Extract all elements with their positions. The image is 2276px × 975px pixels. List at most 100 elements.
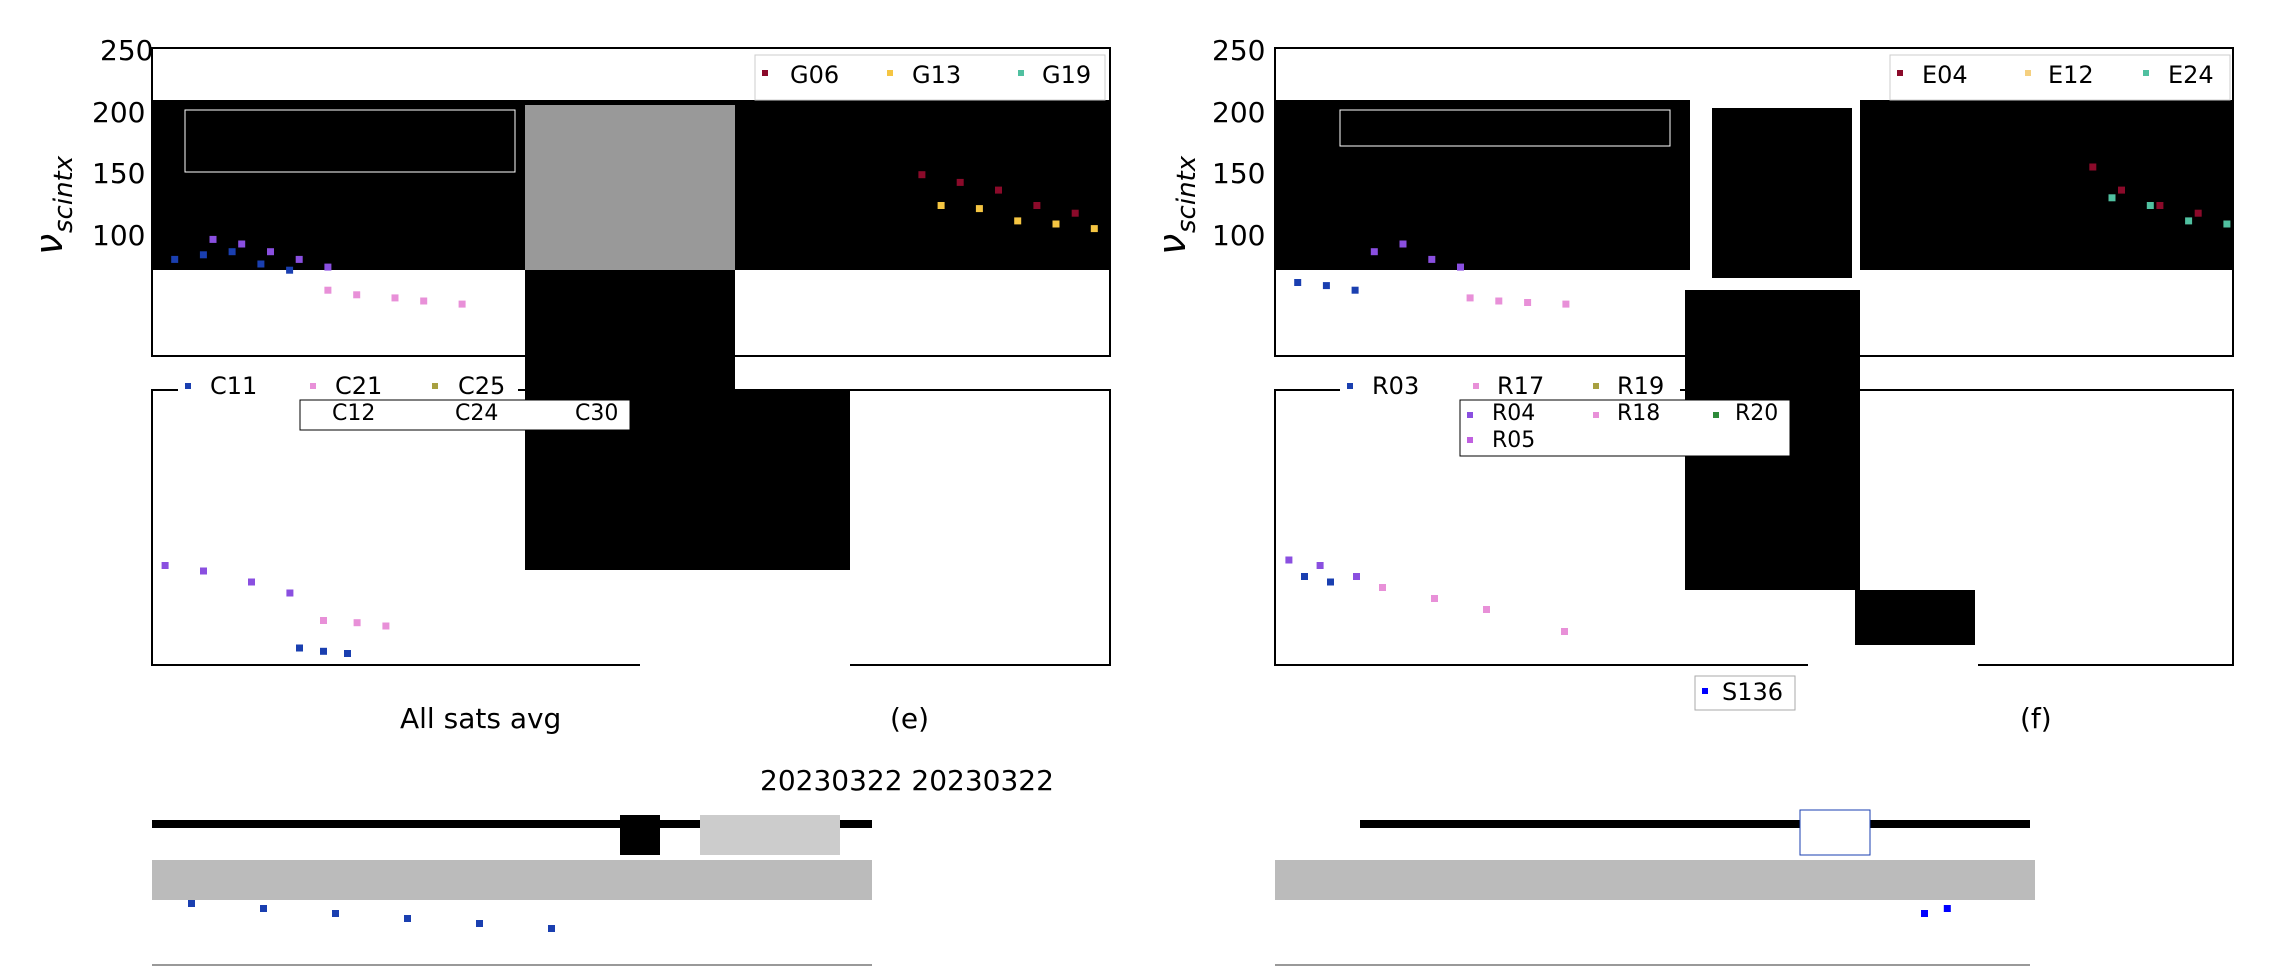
legend-R04: R04 [1492,401,1535,426]
legend-E11: E11 [212,144,258,172]
legend-E11-r: E11 [1375,118,1421,146]
legend-E10: E10 [212,118,258,146]
legend-mid2-left: C12 C24 C30 [299,399,631,431]
point-R19-1 [1431,595,1438,602]
panel-label-f: (f) [2020,702,2052,735]
ylabel-right: ν [1150,234,1194,255]
point-C21-2 [248,578,255,586]
ytick-100-r: 100 [1212,219,1265,252]
gray-block [525,105,735,270]
point-R03-0 [1301,573,1308,580]
point-R17-2 [1353,573,1360,580]
point-E17-1 [1399,240,1407,248]
ytick-150-r: 150 [1212,157,1265,190]
legend-E24: E24 [2168,61,2214,89]
ytick-100: 100 [92,219,145,252]
point-E19-0 [209,235,217,243]
point-G13-1 [975,205,983,213]
point-E10-1 [199,251,207,259]
bottom-dates: 20230322 20230322 [760,764,1054,797]
legend-C12: C12 [332,401,375,426]
legend-mid-right: R03 R17 R19 [1340,372,1680,402]
point-E11-0 [1294,279,1302,286]
legend-E17-r: E17 [1492,118,1538,146]
left-top-panel: 250 200 150 100 ν scintx G06 G13 G19 E10… [27,34,1111,357]
bottom-title-left: All sats avg [400,702,561,735]
legend-R19: R19 [1617,372,1664,400]
point-G13-4 [1090,225,1098,233]
legend-mid2-right: R04 R18 R20 R05 [1459,399,1791,457]
point-G06-1 [956,178,964,186]
ytick-200-r: 200 [1212,96,1265,129]
point-all-4 [476,920,483,927]
point-all-1 [260,905,267,912]
point-S136-1 [1943,905,1951,912]
legend-S136: S136 [1694,675,1796,711]
point-E30-1 [1495,297,1503,305]
right-top-panel: 250 200 150 100 ν scintx E04 E12 E24 E11… [1150,34,2234,357]
point-E19-3 [295,255,303,263]
legend-C21: C21 [335,372,382,400]
point-R19-2 [1483,606,1490,613]
ylabel-right-sub: scintx [1172,155,1202,233]
point-E10-4 [286,266,294,274]
point-E10-3 [257,260,265,268]
point-E11-1 [1322,282,1330,290]
point-E24-3 [2223,220,2231,228]
point-E33-1 [353,291,361,299]
left-bottom-panel: All sats avg (e) 20230322 20230322 [152,702,1054,975]
right-bottom-panel: (f) [1275,702,2052,966]
point-E33-0 [324,286,332,294]
legend-R17: R17 [1497,372,1544,400]
point-R03-1 [1327,578,1334,586]
point-E30-0 [1466,294,1474,302]
point-E24-1 [2146,202,2154,209]
legend-inner-left: E10 E19 E33 E11 [184,109,516,173]
point-G06-2 [995,186,1002,194]
point-S136-0 [1921,910,1928,917]
legend-E19: E19 [335,118,381,146]
point-E30-2 [1524,299,1532,306]
ytick-250: 250 [100,34,153,67]
point-C25-2 [382,622,390,630]
legend-G13: G13 [912,61,961,89]
legend-C11: C11 [210,372,257,400]
left-mid-panel: C11 C21 C25 C12 C24 C30 [151,270,1111,690]
legend-C25: C25 [458,372,505,400]
point-E04-0 [2089,163,2097,171]
legend-G19: G19 [1042,61,1091,89]
point-E33-3 [420,297,428,305]
point-E11-2 [1351,286,1359,294]
legend-R03: R03 [1372,372,1419,400]
point-E04-1 [2118,186,2125,194]
right-mid-panel: R03 R17 R19 R04 R18 R20 R05 S136 [1274,290,2234,711]
point-E19-2 [267,248,274,256]
point-E04-2 [2156,202,2164,209]
ytick-250-r: 250 [1212,34,1265,67]
point-E17-2 [1428,255,1436,263]
ytick-150: 150 [92,157,145,190]
point-C11-0 [296,644,303,652]
point-all-5 [548,925,555,932]
legend-R20: R20 [1735,401,1778,426]
legend-mid-left: C11 C21 C25 [178,372,518,402]
point-R19-3 [1561,628,1568,635]
legend-inner-right: E11 E17 E30 [1339,109,1671,147]
point-E19-4 [324,263,332,271]
point-C21-3 [286,589,294,597]
legend-E30-r: E30 [1610,118,1656,146]
ylabel-left: ν [27,234,71,255]
point-C11-1 [320,647,327,655]
point-E17-3 [1457,263,1464,271]
point-G06-0 [918,171,926,179]
point-C21-0 [161,562,169,569]
point-C11-2 [344,650,351,657]
ylabel-left-sub: scintx [49,155,79,233]
legend-R18: R18 [1617,401,1660,426]
point-E33-2 [391,294,399,302]
legend-E33: E33 [460,118,506,146]
legend-top-left: G06 G13 G19 [754,54,1106,101]
point-R19-0 [1379,584,1386,591]
point-E30-3 [1562,300,1570,308]
